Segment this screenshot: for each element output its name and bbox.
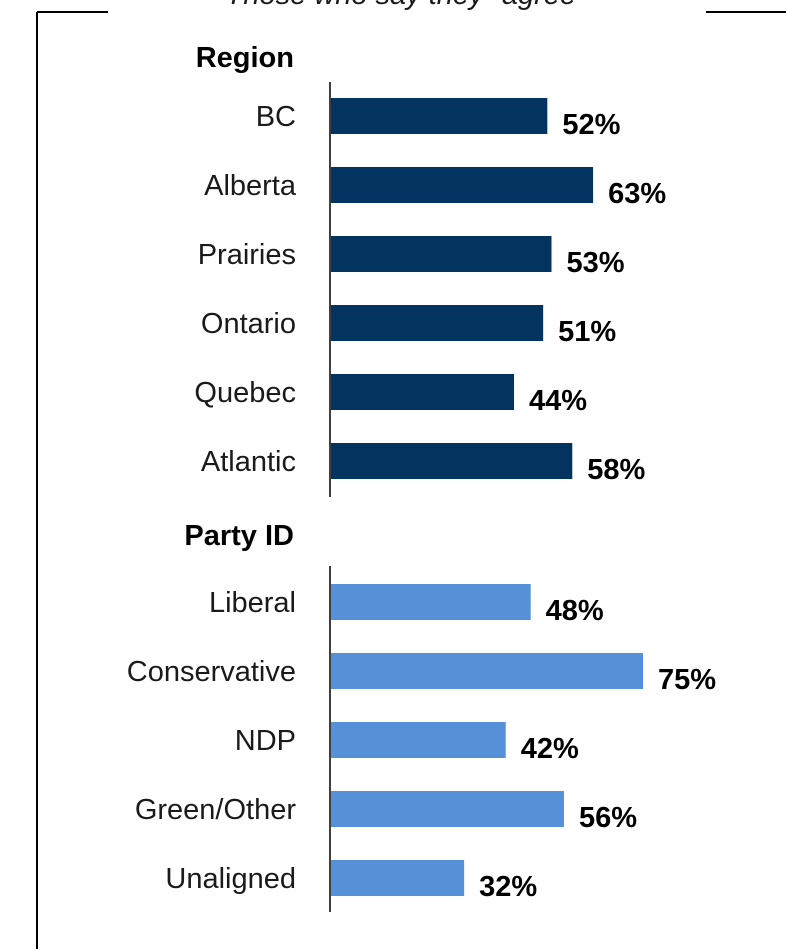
category-label-unaligned: Unaligned	[165, 863, 296, 895]
bar-unaligned	[331, 860, 465, 896]
bar-atlantic	[331, 443, 573, 479]
category-label-prairies: Prairies	[198, 239, 296, 271]
bar-alberta	[331, 167, 594, 203]
value-label-unaligned: 32%	[479, 871, 537, 903]
value-label-bc: 52%	[562, 109, 620, 141]
bar-ontario	[331, 305, 544, 341]
value-label-prairies: 53%	[566, 247, 624, 279]
category-label-green-other: Green/Other	[135, 794, 297, 826]
value-label-alberta: 63%	[608, 178, 666, 210]
bar-liberal	[331, 584, 531, 620]
bar-bc	[331, 98, 548, 134]
value-label-quebec: 44%	[529, 385, 587, 417]
category-label-conservative: Conservative	[127, 656, 296, 688]
group-header-region: Region	[196, 42, 294, 74]
bar-green-other	[331, 791, 564, 827]
value-label-conservative: 75%	[658, 664, 716, 696]
value-label-ontario: 51%	[558, 316, 616, 348]
bar-ndp	[331, 722, 506, 758]
category-label-ontario: Ontario	[201, 308, 296, 340]
value-label-ndp: 42%	[521, 733, 579, 765]
category-label-alberta: Alberta	[204, 170, 297, 202]
group-header-party-id: Party ID	[184, 520, 294, 552]
category-label-liberal: Liberal	[209, 587, 296, 619]
value-label-green-other: 56%	[579, 802, 637, 834]
category-label-bc: BC	[256, 101, 296, 133]
category-label-quebec: Quebec	[194, 377, 296, 409]
value-label-atlantic: 58%	[587, 454, 645, 486]
category-label-ndp: NDP	[235, 725, 296, 757]
chart-subtitle: Those who say they "agree"	[226, 0, 588, 11]
value-label-liberal: 48%	[546, 595, 604, 627]
bar-conservative	[331, 653, 643, 689]
bar-prairies	[331, 236, 552, 272]
category-label-atlantic: Atlantic	[201, 446, 296, 478]
bar-quebec	[331, 374, 515, 410]
